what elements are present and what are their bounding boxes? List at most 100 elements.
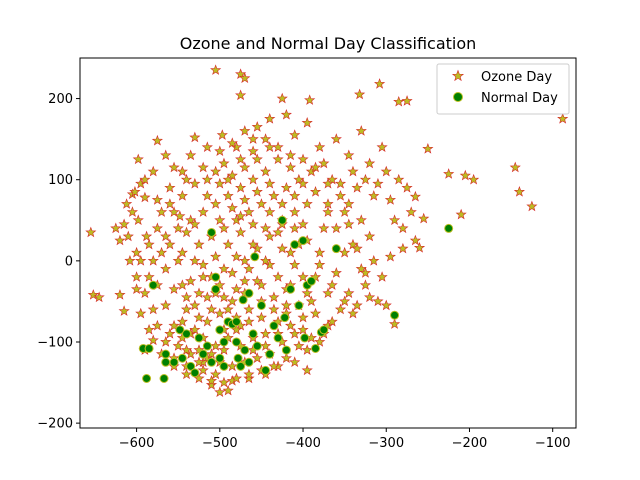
normal-day-point — [231, 337, 241, 347]
ozone-day-point — [468, 173, 480, 185]
y-tick-label: −200 — [37, 417, 73, 432]
normal-day-point — [144, 343, 154, 353]
ozone-day-point — [301, 198, 313, 209]
ozone-day-point — [239, 275, 251, 286]
ozone-day-point — [309, 161, 322, 173]
ozone-day-point — [413, 242, 426, 253]
ozone-day-point — [276, 92, 288, 104]
normal-day-point — [252, 341, 262, 351]
points-layer — [85, 64, 569, 398]
ozone-day-point — [297, 311, 309, 323]
ozone-day-point — [301, 364, 313, 376]
ozone-day-point — [260, 340, 272, 351]
ozone-day-point — [264, 177, 276, 189]
normal-day-point — [280, 313, 290, 323]
ozone-day-point — [205, 379, 218, 390]
ozone-day-point — [322, 198, 334, 209]
ozone-day-point — [239, 194, 251, 205]
ozone-day-point — [334, 303, 347, 315]
ozone-day-point — [222, 332, 234, 343]
ozone-day-point — [193, 287, 205, 299]
ozone-day-point — [214, 307, 226, 319]
normal-day-point — [286, 284, 296, 294]
ozone-day-point — [272, 226, 284, 238]
ozone-day-point — [343, 218, 355, 230]
ozone-day-point — [222, 384, 234, 396]
ozone-day-point — [347, 307, 359, 319]
ozone-day-point — [255, 311, 267, 323]
ozone-day-point — [121, 198, 133, 209]
ozone-day-point — [455, 208, 467, 220]
normal-day-point — [256, 300, 266, 310]
ozone-day-point — [343, 149, 355, 161]
ozone-day-point — [189, 131, 201, 143]
normal-day-point — [390, 310, 400, 320]
ozone-day-point — [132, 153, 144, 165]
normal-day-point — [331, 244, 341, 254]
ozone-day-point — [289, 129, 301, 140]
ozone-day-point — [197, 364, 209, 376]
ozone-day-point — [235, 68, 247, 79]
ozone-day-point — [218, 291, 230, 303]
ozone-day-point — [272, 153, 284, 165]
ozone-day-point — [276, 242, 288, 254]
normal-day-point — [261, 365, 271, 375]
ozone-day-point — [147, 334, 159, 346]
ozone-day-point — [185, 149, 197, 161]
normal-day-point — [159, 374, 169, 383]
ozone-day-point — [343, 198, 355, 209]
normal-day-point — [294, 300, 304, 310]
ozone-day-point — [409, 234, 421, 246]
ozone-day-point — [393, 95, 405, 107]
ozone-day-point — [222, 190, 234, 201]
ozone-day-point — [384, 194, 396, 205]
normal-day-point — [244, 357, 254, 367]
ozone-day-point — [222, 238, 234, 250]
ozone-day-point — [422, 143, 434, 154]
ozone-day-point — [243, 206, 255, 217]
ozone-day-point — [193, 356, 205, 368]
ozone-day-point — [132, 214, 144, 226]
ozone-day-point — [405, 206, 417, 217]
ozone-day-point — [180, 173, 193, 185]
ozone-day-point — [151, 319, 163, 331]
ozone-day-point — [185, 214, 197, 226]
ozone-day-point — [189, 323, 201, 335]
normal-day-point — [219, 361, 229, 371]
ozone-day-point — [180, 226, 193, 238]
ozone-day-point — [129, 186, 141, 197]
ozone-day-point — [176, 279, 188, 290]
ozone-day-point — [124, 254, 136, 266]
ozone-day-point — [459, 169, 471, 181]
ozone-day-point — [393, 173, 405, 185]
ozone-day-point — [197, 206, 209, 217]
ozone-day-point — [222, 173, 234, 185]
ozone-day-point — [214, 177, 226, 189]
plot-area — [79, 57, 577, 429]
ozone-day-point — [147, 303, 159, 315]
normal-day-point — [269, 321, 279, 331]
ozone-day-point — [247, 173, 259, 185]
ozone-day-point — [226, 267, 238, 278]
ozone-day-point — [330, 267, 342, 278]
ozone-day-point — [276, 198, 288, 209]
normal-day-point — [142, 374, 152, 383]
ozone-day-point — [201, 173, 213, 185]
ozone-day-point — [289, 222, 301, 234]
ozone-day-point — [297, 218, 309, 230]
ozone-day-point — [160, 230, 172, 242]
ozone-day-point — [214, 145, 226, 157]
chart-title: Ozone and Normal Day Classification — [180, 34, 477, 53]
ozone-day-point — [418, 212, 430, 224]
ozone-day-point — [409, 190, 421, 202]
ozone-day-point — [376, 271, 388, 282]
ozone-day-point — [368, 190, 380, 201]
ozone-day-point — [185, 275, 197, 286]
ozone-day-point — [314, 259, 326, 270]
x-tick-label: −500 — [202, 436, 238, 451]
ozone-day-point — [343, 287, 355, 299]
ozone-day-point — [205, 348, 218, 359]
ozone-day-point — [289, 206, 301, 217]
legend-star-icon — [451, 69, 465, 82]
ozone-day-point — [301, 287, 313, 299]
